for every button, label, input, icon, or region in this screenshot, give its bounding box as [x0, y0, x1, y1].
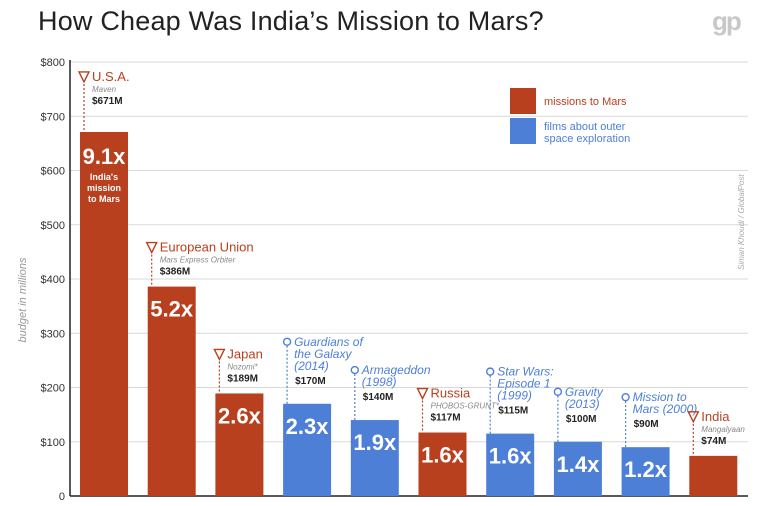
bar-1: [147, 286, 196, 496]
bar-2: [215, 393, 264, 496]
bar-5: [418, 432, 467, 496]
bar-label-sub: Mangalyaan: [701, 425, 745, 434]
bar-label-name: Armageddon: [361, 363, 431, 377]
bar-label-name: Gravity: [565, 385, 604, 399]
y-tick-label: $400: [41, 274, 65, 286]
y-tick-label: $100: [41, 437, 65, 449]
bar-label-cost: $671M: [92, 96, 123, 107]
y-tick-label: $300: [41, 328, 65, 340]
bar-label-name: Mission to: [633, 390, 687, 404]
bar-multiplier: 1.6x: [489, 444, 533, 469]
bar-multiplier: 2.6x: [218, 403, 262, 428]
bar-8: [621, 447, 670, 496]
triangle-marker-icon: [416, 387, 429, 401]
bar-label-cost: $115M: [498, 406, 528, 417]
bar-label-cost: $386M: [160, 267, 191, 278]
bar-label-sub: Nozomi*: [227, 362, 258, 371]
bar-multiplier: 5.2x: [150, 297, 194, 322]
bar-label-cost: $140M: [363, 392, 394, 403]
triangle-marker-icon: [213, 348, 226, 362]
y-axis-label: budget in millions: [17, 257, 29, 342]
circle-marker-icon: [486, 367, 495, 376]
triangle-marker-icon: [145, 241, 158, 255]
bar-label-cost: $74M: [701, 436, 726, 447]
legend-label-film-cont: space exploration: [544, 133, 630, 145]
bar-label-name: U.S.A.: [92, 69, 130, 84]
bar-label-name: (1998): [362, 375, 397, 389]
bar-9: [689, 455, 738, 496]
bar-label-name: European Union: [160, 240, 254, 255]
legend-label-film: films about outer: [544, 121, 626, 133]
y-tick-label: 0: [59, 491, 65, 503]
bar-4: [350, 420, 399, 496]
triangle-marker-icon: [77, 71, 91, 84]
bar-label-sub: Mars Express Orbiter: [160, 256, 236, 265]
bar-label-name: Mars (2000): [633, 402, 698, 416]
bar-label-cost: $117M: [431, 413, 461, 424]
bar-label-name: (1999): [497, 389, 532, 403]
bar-label-name: (2013): [565, 397, 600, 411]
bar-label-name: India: [701, 409, 730, 424]
legend-swatch-mars: [510, 88, 536, 114]
bar-label-sub: PHOBOS-GRUNT*: [431, 402, 500, 411]
bar-0: [80, 131, 128, 497]
bar-label-name: (2014): [294, 359, 329, 373]
bar-multiplier: 1.6x: [421, 443, 465, 468]
bar-3: [283, 403, 332, 496]
triangle-marker-icon: [687, 411, 700, 424]
bar-label-name: Japan: [227, 346, 262, 361]
y-tick-label: $800: [41, 57, 65, 69]
circle-marker-icon: [621, 392, 630, 402]
circle-marker-icon: [553, 387, 563, 396]
bar-label-cost: $100M: [566, 414, 597, 425]
credit-text: Siman Khoudi / GlobalPost: [737, 174, 746, 270]
bar-label-name: Episode 1: [497, 377, 550, 391]
bar-label-cost: $189M: [227, 373, 258, 384]
y-tick-label: $500: [41, 220, 65, 232]
bar-label-name: Star Wars:: [497, 365, 553, 379]
bar-note-line: India's: [90, 172, 118, 182]
bar-6: [486, 433, 535, 496]
bar-label-name: Guardians of: [294, 335, 364, 349]
y-tick-label: $700: [41, 111, 65, 123]
y-tick-label: $600: [41, 166, 65, 178]
bar-label-cost: $90M: [634, 419, 659, 430]
bar-label-name: the Galaxy: [294, 347, 352, 361]
legend-label-mars: missions to Mars: [544, 96, 627, 108]
circle-marker-icon: [282, 337, 292, 346]
bar-label-cost: $170M: [295, 376, 326, 387]
bar-multiplier: 1.9x: [353, 430, 397, 455]
circle-marker-icon: [350, 365, 359, 375]
bar-multiplier: 1.4x: [556, 452, 600, 477]
brand-logo: gp: [712, 6, 742, 36]
y-tick-label: $200: [41, 383, 65, 395]
bar-note-line: to Mars: [88, 194, 120, 204]
legend-swatch-film: [510, 118, 536, 144]
bar-label-sub: Maven: [92, 85, 117, 94]
bar-multiplier: 2.3x: [286, 414, 330, 439]
bar-7: [553, 441, 602, 496]
chart-title: How Cheap Was India’s Mission to Mars?: [38, 6, 544, 36]
bar-note-line: mission: [87, 183, 121, 193]
bar-multiplier: 9.1x: [83, 144, 127, 169]
bar-label-name: Russia: [431, 386, 472, 401]
bar-multiplier: 1.2x: [624, 457, 668, 482]
